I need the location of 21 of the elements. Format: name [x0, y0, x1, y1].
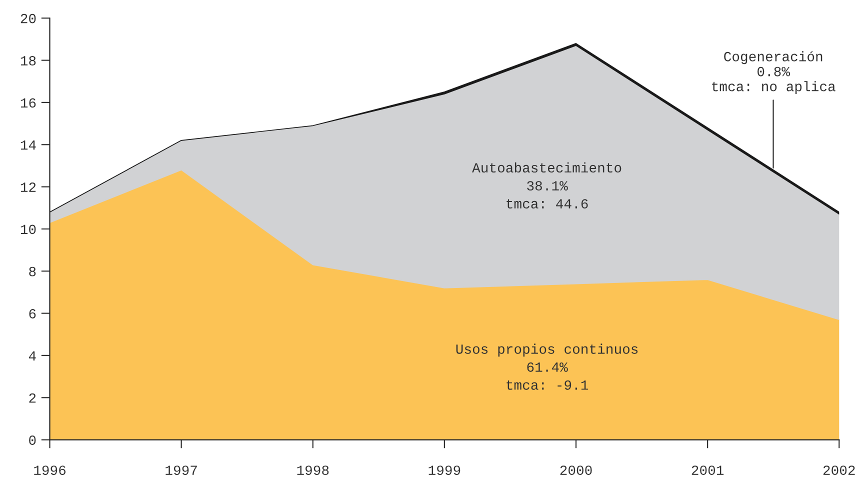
- y-tick-label: 2: [29, 393, 36, 403]
- y-tick-label: 10: [20, 224, 36, 234]
- annotation: Usos propios continuos 61.4% tmca: -9.1: [456, 344, 638, 390]
- y-tick-label: 6: [29, 309, 36, 318]
- y-tick-label: 8: [29, 266, 36, 276]
- x-tick-label: 1997: [166, 466, 197, 475]
- x-tick-label: 2002: [823, 466, 855, 475]
- y-tick-label: 20: [20, 14, 36, 24]
- x-tick-label: 2000: [560, 466, 592, 475]
- annotation: Autoabastecimiento 38.1% tmca: 44.6: [472, 162, 622, 208]
- x-tick-label: 1996: [34, 466, 66, 475]
- y-tick-label: 4: [28, 351, 36, 360]
- y-tick-label: 12: [20, 182, 36, 192]
- y-tick-label: 18: [20, 56, 36, 66]
- x-tick-label: 1998: [297, 466, 329, 475]
- y-tick-label: 16: [20, 98, 36, 108]
- annotation: Cogeneración 0.8% tmca: no aplica: [712, 51, 836, 94]
- x-tick-label: 1999: [428, 466, 460, 475]
- y-tick-label: 14: [20, 140, 36, 150]
- y-tick-label: 0: [29, 436, 36, 445]
- x-tick-label: 2001: [692, 466, 724, 475]
